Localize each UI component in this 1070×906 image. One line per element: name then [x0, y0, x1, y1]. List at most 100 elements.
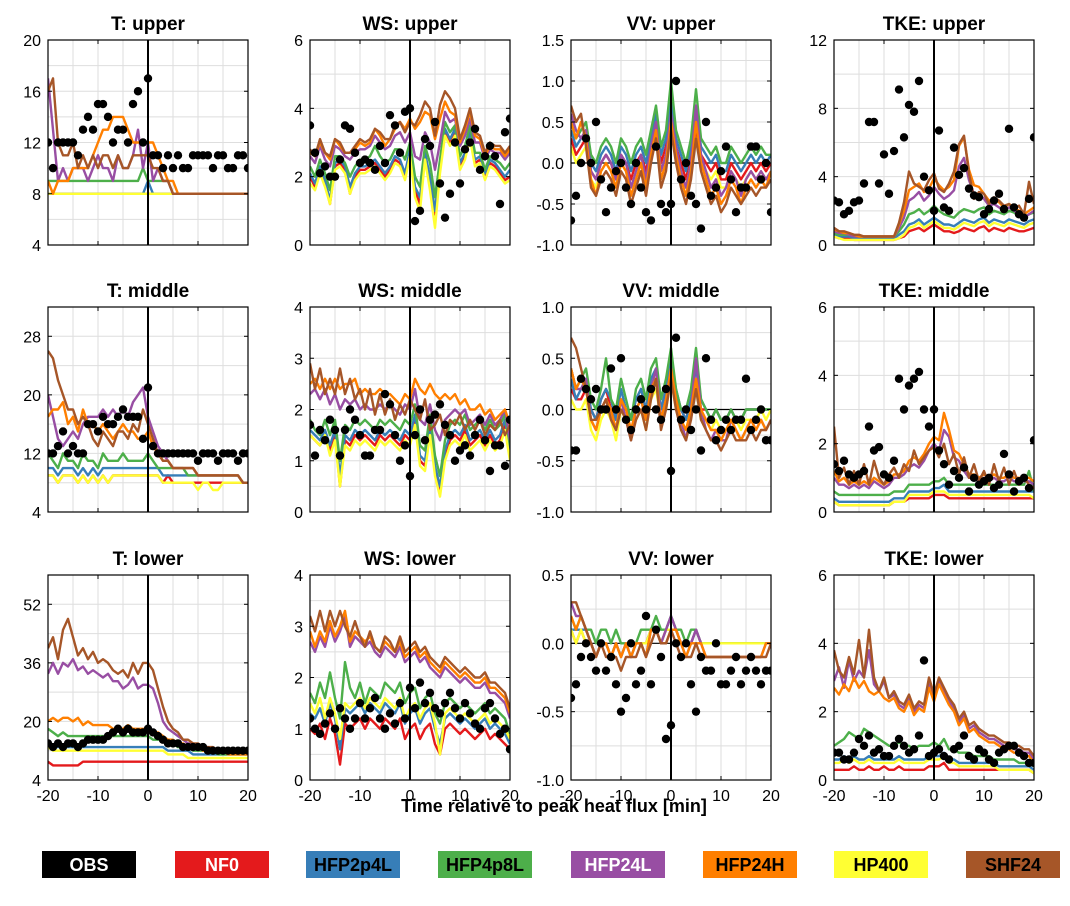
tick-marks [47, 307, 249, 513]
obs-point [310, 148, 320, 157]
y-tick-label: 16 [23, 84, 41, 101]
obs-point [505, 745, 510, 754]
obs-point [108, 138, 118, 147]
obs-point [641, 405, 651, 414]
tick-marks [570, 39, 772, 246]
y-tick-label: 0 [818, 773, 827, 790]
legend-label: SHF24 [985, 855, 1041, 875]
obs-point [864, 422, 874, 431]
obs-point [345, 124, 355, 134]
y-tick-label: 4 [32, 238, 41, 255]
obs-point [676, 175, 686, 184]
obs-point [430, 117, 440, 127]
obs-point [751, 142, 761, 151]
y-tick-label: 4 [32, 773, 41, 790]
y-tick-label: 1.5 [542, 33, 564, 50]
legend-item-obs: OBS [42, 851, 136, 878]
obs-point [380, 389, 390, 399]
legend-label: HP400 [853, 855, 908, 875]
obs-point [325, 709, 335, 718]
legend-label: HFP24H [715, 855, 784, 875]
obs-point [636, 183, 646, 192]
obs-point [430, 410, 440, 419]
obs-point [410, 704, 420, 713]
tick-marks [570, 574, 772, 781]
obs-point [345, 724, 355, 733]
obs-point [320, 719, 330, 728]
obs-point [879, 150, 889, 159]
obs-point [721, 415, 731, 424]
obs-point [651, 405, 661, 414]
obs-point [420, 134, 430, 144]
tick-marks [833, 39, 1035, 246]
obs-point [701, 117, 711, 127]
obs-point [435, 179, 445, 188]
obs-point [480, 151, 490, 161]
obs-point [1024, 194, 1034, 204]
obs-point [465, 138, 475, 147]
x-tick-label: -10 [348, 788, 371, 805]
tick-marks [47, 39, 249, 246]
x-tick-label: -20 [36, 788, 59, 805]
obs-point [621, 415, 631, 424]
obs-point [731, 208, 741, 217]
legend-swatch [834, 851, 928, 878]
y-tick-label: 36 [23, 656, 41, 673]
obs-point [766, 208, 771, 217]
obs-point [984, 473, 994, 483]
obs-point [238, 151, 248, 160]
legend-item-hfp2p4l: HFP2p4L [306, 851, 400, 878]
obs-point [500, 128, 510, 137]
obs-point [385, 110, 395, 120]
obs-point [696, 652, 706, 662]
legend-swatch [42, 851, 136, 878]
obs-point [188, 449, 198, 458]
y-tick-label: 2 [818, 705, 827, 722]
obs-point [681, 158, 691, 168]
obs-point [844, 755, 854, 764]
y-tick-label: 0 [294, 238, 303, 255]
obs-point [460, 441, 470, 450]
obs-point [370, 693, 380, 703]
obs-point [425, 688, 435, 698]
obs-point [395, 698, 405, 708]
panel-vv-lower: -1.0 -0.5 0.0 0.5 -20 -10 0 10 20 VV: lower [536, 549, 780, 805]
panel-title: TKE: lower [884, 549, 984, 570]
obs-point [721, 680, 731, 689]
obs-point [576, 374, 586, 383]
obs-point [741, 183, 751, 192]
obs-point [661, 384, 671, 394]
obs-point [899, 133, 909, 142]
obs-point [849, 748, 859, 757]
obs-point [894, 85, 904, 94]
obs-point [954, 170, 964, 180]
obs-point [168, 163, 178, 173]
obs-point [415, 405, 425, 414]
y-tick-label: 20 [23, 33, 41, 50]
obs-point [88, 125, 98, 134]
panel-t-lower: 4 20 36 52 -20 -10 0 10 20 T: lower [23, 549, 257, 805]
obs-point [63, 449, 73, 458]
obs-point [465, 451, 475, 460]
obs-point [944, 480, 954, 489]
obs-point [375, 714, 385, 723]
obs-point [243, 163, 248, 173]
tick-marks [309, 39, 511, 246]
obs-point [914, 731, 924, 740]
obs-point [571, 191, 581, 200]
obs-point [899, 405, 909, 414]
obs-point [581, 134, 591, 143]
obs-point [626, 639, 636, 648]
obs-point [964, 184, 974, 193]
obs-point [400, 714, 410, 723]
obs-point [631, 405, 641, 414]
obs-point [1009, 741, 1019, 751]
y-tick-label: 0.5 [542, 115, 564, 132]
obs-point [183, 163, 193, 173]
obs-point [626, 425, 636, 435]
obs-point [1029, 436, 1034, 445]
obs-point [716, 167, 726, 176]
tick-marks [570, 306, 772, 513]
obs-point [203, 151, 213, 160]
tick-marks [833, 306, 1035, 513]
